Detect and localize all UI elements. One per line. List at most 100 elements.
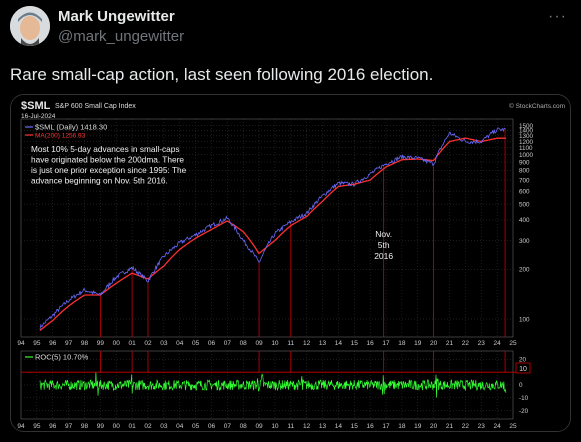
author-handle[interactable]: @mark_ungewitter (58, 28, 185, 45)
x-tick-label: 12 (303, 340, 311, 347)
x-tick-label: 03 (160, 423, 168, 430)
x-tick-label: 12 (303, 423, 311, 430)
x-tick-label: 05 (192, 340, 200, 347)
x-tick-label: 95 (33, 340, 41, 347)
x-tick-label: 04 (176, 423, 184, 430)
roc-tick-label: 0 (519, 382, 523, 389)
x-axis-top: 94 95 96 97 98 99 00 01 02 03 04 05 06 07 08 09 10 11 12 13… (17, 340, 517, 347)
x-tick-label: 13 (319, 340, 327, 347)
x-tick-label: 16 (367, 423, 375, 430)
x-tick-label: 01 (128, 340, 136, 347)
y-tick-label: 1300 (519, 133, 534, 140)
roc-tick-label: -10 (519, 395, 529, 402)
x-tick-label: 13 (319, 423, 327, 430)
x-tick-label: 01 (128, 423, 136, 430)
y-tick-label: 1500 (519, 123, 534, 130)
nov-label-line: 2016 (374, 251, 393, 261)
x-tick-label: 17 (382, 340, 390, 347)
y-tick-label: 400 (519, 217, 530, 224)
x-tick-label: 23 (478, 423, 486, 430)
x-tick-label: 99 (97, 423, 105, 430)
avatar[interactable] (10, 6, 50, 46)
x-tick-label: 11 (287, 423, 294, 430)
x-tick-label: 02 (144, 340, 152, 347)
y-tick-label: 900 (519, 159, 530, 166)
chart-index-name: S&P 600 Small Cap Index (55, 103, 136, 110)
x-tick-label: 25 (509, 340, 517, 347)
x-tick-label: 16 (367, 340, 375, 347)
chart-image[interactable]: $SML S&P 600 Small Cap Index 16-Jul-2024… (10, 94, 571, 432)
y-tick-label: 300 (519, 238, 530, 245)
y-tick-label: 1100 (519, 145, 533, 152)
x-axis-bottom: 94 95 96 97 98 99 00 01 02 03 04 05 06 07 08 09 10 11 12 13… (17, 423, 517, 430)
x-tick-label: 10 (271, 340, 279, 347)
x-tick-label: 22 (462, 423, 470, 430)
author-name[interactable]: Mark Ungewitter (58, 8, 175, 25)
x-tick-label: 21 (446, 423, 454, 430)
x-tick-label: 25 (509, 423, 517, 430)
chart-svg: $SML S&P 600 Small Cap Index 16-Jul-2024… (11, 95, 570, 431)
annotation-text: Most 10% 5-day advances in small-capshav… (31, 144, 187, 186)
x-tick-label: 07 (224, 423, 232, 430)
roc-tick-label: 20 (519, 357, 527, 364)
x-tick-label: 23 (478, 340, 486, 347)
y-tick-label: 600 (519, 188, 530, 195)
roc-highlight-label: 10 (519, 366, 527, 373)
legend-ma: MA(200) 1256.93 (35, 133, 86, 140)
x-tick-label: 10 (271, 423, 279, 430)
x-tick-label: 18 (398, 423, 406, 430)
ma200-line (39, 137, 506, 332)
x-tick-label: 96 (49, 423, 57, 430)
x-tick-label: 15 (351, 340, 359, 347)
legend-price: $SML (Daily) 1418.30 (35, 123, 107, 132)
roc-panel (20, 350, 516, 420)
x-tick-label: 95 (33, 423, 41, 430)
x-tick-label: 17 (382, 423, 390, 430)
x-tick-label: 00 (113, 423, 121, 430)
annotation-line: Most 10% 5-day advances in small-caps (31, 144, 180, 154)
x-tick-label: 20 (430, 340, 438, 347)
y-tick-label: 800 (519, 168, 530, 175)
nov-label-line: Nov. (375, 229, 392, 239)
x-tick-label: 24 (494, 340, 502, 347)
x-tick-label: 19 (414, 340, 422, 347)
x-tick-label: 08 (240, 423, 248, 430)
chart-watermark: © StockCharts.com (509, 102, 565, 110)
x-tick-label: 03 (160, 340, 168, 347)
tweet-text: Rare small-cap action, last seen followi… (10, 65, 434, 84)
x-tick-label: 05 (192, 423, 200, 430)
x-tick-label: 14 (335, 423, 343, 430)
y-tick-label: 1200 (519, 139, 534, 146)
more-dots-icon[interactable]: ··· (548, 8, 567, 25)
x-tick-label: 00 (113, 340, 121, 347)
x-tick-label: 02 (144, 423, 152, 430)
y-tick-label: 700 (519, 177, 530, 184)
y-tick-label: 1400 (519, 128, 534, 135)
x-tick-label: 97 (65, 423, 73, 430)
x-tick-label: 94 (17, 423, 25, 430)
x-tick-label: 09 (255, 340, 263, 347)
price-line (39, 127, 507, 330)
roc-line (39, 372, 507, 398)
nov-label-line: 5th (378, 240, 390, 250)
x-tick-label: 97 (65, 340, 73, 347)
x-tick-label: 06 (208, 423, 216, 430)
x-tick-label: 20 (430, 423, 438, 430)
x-tick-label: 11 (287, 340, 294, 347)
roc-y-axis: 20 0 -10 -20 (519, 357, 529, 415)
x-tick-label: 96 (49, 340, 57, 347)
annotation-line: have originated below the 200dma. There (31, 155, 184, 165)
y-tick-label: 500 (519, 201, 530, 208)
x-tick-label: 04 (176, 340, 184, 347)
price-panel (20, 118, 514, 338)
x-tick-label: 98 (81, 340, 89, 347)
x-tick-label: 09 (255, 423, 263, 430)
x-tick-label: 08 (240, 340, 248, 347)
x-tick-label: 94 (17, 340, 25, 347)
x-tick-label: 14 (335, 340, 343, 347)
roc-highlight-box (515, 362, 531, 374)
x-tick-label: 98 (81, 423, 89, 430)
y-tick-label: 200 (519, 267, 530, 274)
